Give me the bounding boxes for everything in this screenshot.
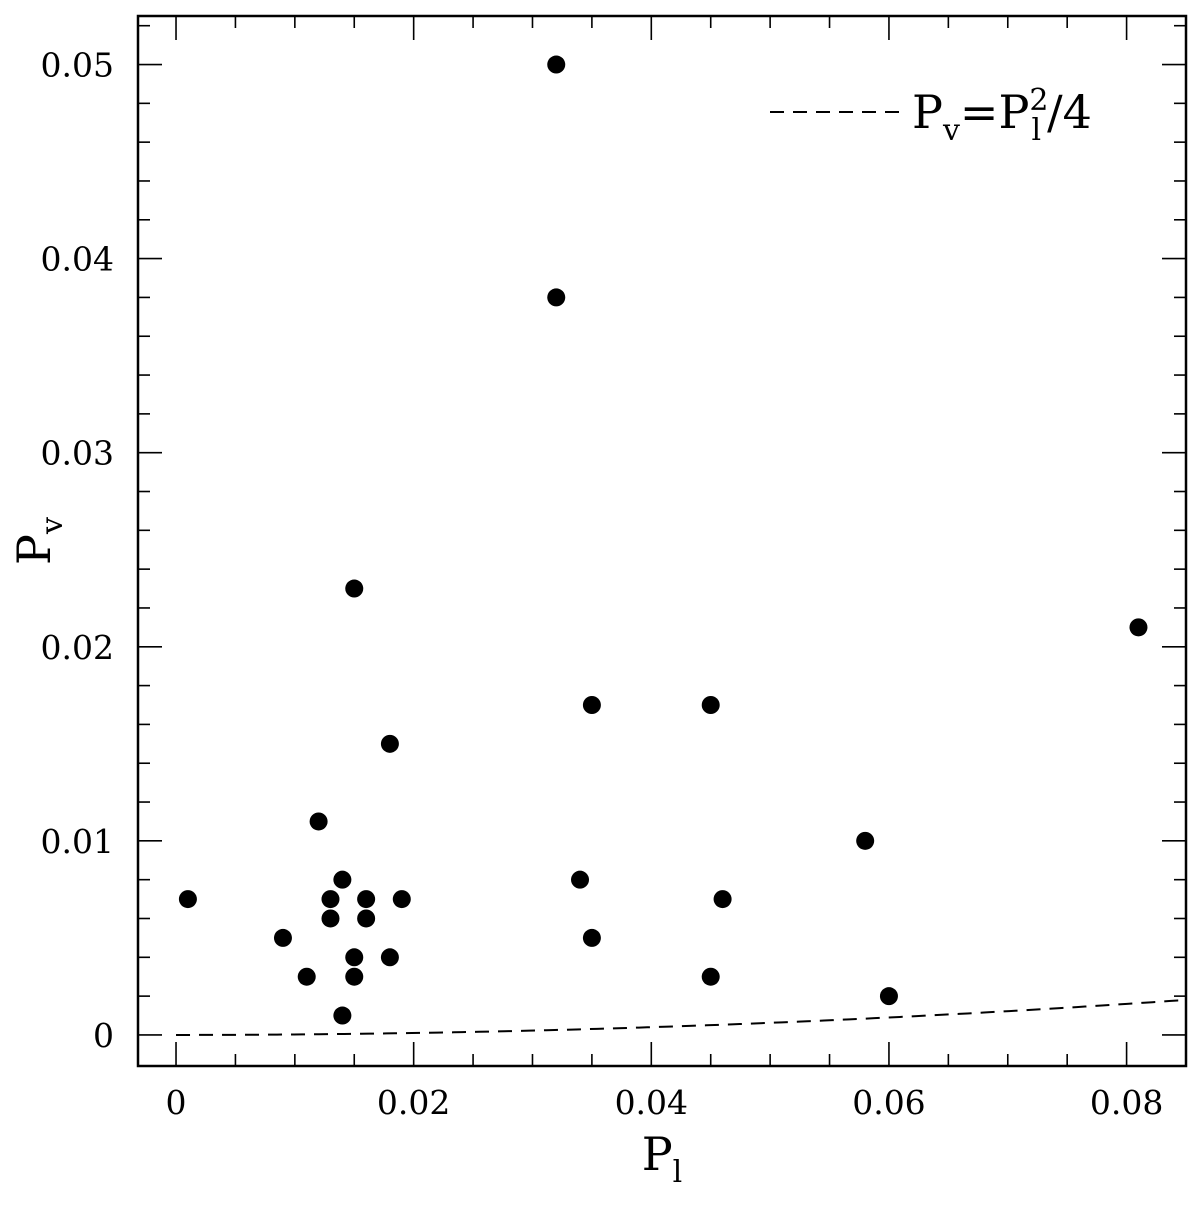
y-tick-label: 0.02 xyxy=(41,628,114,667)
data-point xyxy=(321,909,340,928)
x-tick-label: 0 xyxy=(166,1083,187,1122)
data-point xyxy=(547,288,566,307)
x-tick-label: 0.04 xyxy=(615,1083,688,1122)
data-point xyxy=(357,909,376,928)
y-tick-label: 0 xyxy=(93,1016,114,1055)
data-point xyxy=(701,967,720,986)
y-tick-label: 0.05 xyxy=(41,46,114,85)
data-point xyxy=(333,870,352,889)
axis-ticks xyxy=(138,16,1187,1066)
legend-lhs-sub: v xyxy=(942,113,960,148)
data-point xyxy=(582,928,601,947)
legend-rhs-sup: 2 xyxy=(1029,83,1048,118)
y-axis-label-sub: v xyxy=(35,517,70,535)
data-point xyxy=(309,812,328,831)
legend-rhs-sub: l xyxy=(1032,113,1042,148)
reference-curve xyxy=(176,998,1187,1036)
data-point xyxy=(571,870,590,889)
data-point xyxy=(321,890,340,909)
data-point xyxy=(701,696,720,715)
x-axis-label: Pl xyxy=(642,1127,683,1190)
y-tick-label: 0.04 xyxy=(41,240,114,279)
data-point xyxy=(297,967,316,986)
x-tick-label: 0.08 xyxy=(1090,1083,1163,1122)
data-point xyxy=(392,890,411,909)
data-point xyxy=(547,55,566,74)
data-point xyxy=(713,890,732,909)
data-point xyxy=(380,948,399,967)
data-point xyxy=(333,1006,352,1025)
tick-labels: 0 0.02 0.04 0.06 0.08 0 0.01 0.02 0.03 0.04 0.05 xyxy=(41,46,1164,1122)
x-tick-label: 0.06 xyxy=(852,1083,925,1122)
x-axis-label-base: P xyxy=(642,1127,673,1181)
legend-lhs: P xyxy=(912,85,943,139)
data-point xyxy=(582,696,601,715)
legend-label: Pv=P2 l/4 xyxy=(912,83,1092,148)
legend-equals: = xyxy=(960,85,999,139)
data-point xyxy=(380,734,399,753)
legend-rest: /4 xyxy=(1047,85,1092,139)
legend-rhs: P xyxy=(998,85,1029,139)
x-tick-label: 0.02 xyxy=(377,1083,450,1122)
data-point xyxy=(273,928,292,947)
data-point xyxy=(178,890,197,909)
legend: Pv=P2 l/4 xyxy=(770,83,1092,148)
y-tick-label: 0.03 xyxy=(41,434,114,473)
data-point xyxy=(357,890,376,909)
data-point xyxy=(345,967,364,986)
y-tick-label: 0.01 xyxy=(41,822,114,861)
data-point xyxy=(345,579,364,598)
data-point xyxy=(345,948,364,967)
y-axis-label: Pv xyxy=(7,517,70,565)
y-axis-label-base: P xyxy=(7,534,61,565)
plot-frame xyxy=(136,14,1188,1068)
data-point xyxy=(879,987,898,1006)
data-point xyxy=(1129,618,1148,637)
data-points xyxy=(178,55,1148,1025)
data-point xyxy=(856,831,875,850)
x-axis-label-sub: l xyxy=(673,1155,683,1190)
